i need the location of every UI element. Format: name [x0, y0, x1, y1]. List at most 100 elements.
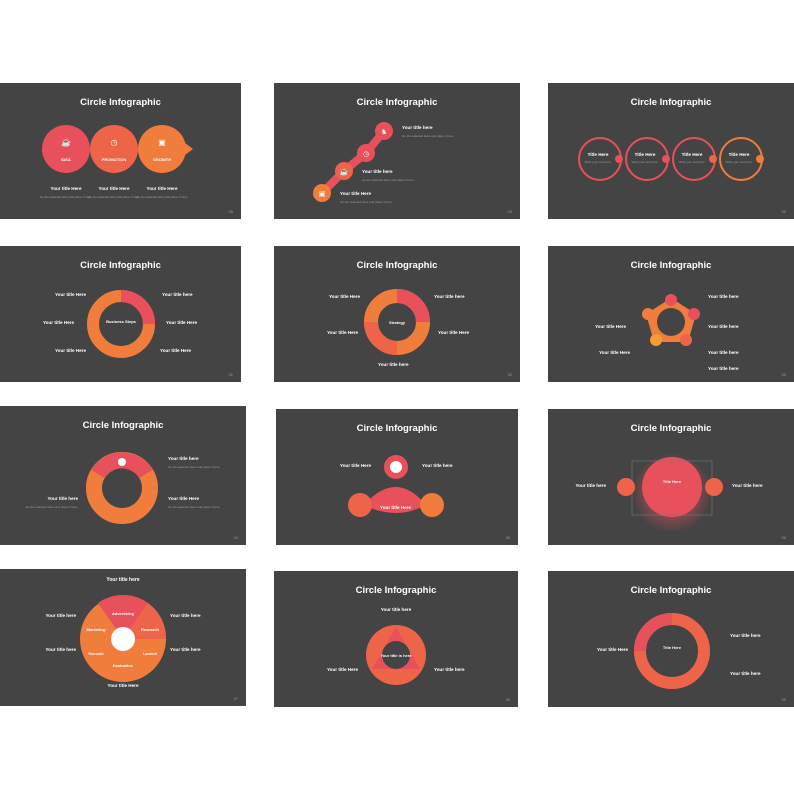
- svg-text:Your title Here: Your title Here: [107, 683, 139, 688]
- svg-text:Your title Here: Your title Here: [599, 350, 631, 355]
- svg-text:Write your text here.: Write your text here.: [632, 160, 659, 164]
- svg-text:Your title Here: Your title Here: [168, 496, 200, 501]
- svg-text:Go the selected Here and place: Go the selected Here and place it here.: [168, 465, 220, 469]
- slide-1[interactable]: Circle Infographic ☕ ◷ ▣ IDEA PROMOTION …: [0, 83, 241, 219]
- svg-text:Your title here: Your title here: [45, 613, 76, 618]
- page-number: 31: [228, 372, 233, 377]
- item-title: Your title Here: [50, 186, 82, 191]
- item-body: Go the selected Here and place it here.: [88, 195, 140, 199]
- coffee-icon: ☕: [61, 137, 71, 147]
- svg-text:Advertising: Advertising: [112, 611, 135, 616]
- svg-text:Evaluation: Evaluation: [113, 663, 134, 668]
- slide-8-graphic: Your title Here Your title here Your tit…: [340, 455, 453, 517]
- svg-text:Your title here: Your title here: [45, 647, 76, 652]
- svg-text:Research: Research: [141, 627, 160, 632]
- slide-title: Circle Infographic: [630, 260, 712, 271]
- page-number: 34: [233, 535, 238, 540]
- svg-text:Write your text here.: Write your text here.: [726, 160, 753, 164]
- svg-text:Your title here: Your title here: [168, 456, 199, 461]
- slide-7[interactable]: Circle Infographic Your title here Your …: [0, 406, 246, 545]
- coffee-icon: ☕: [340, 167, 349, 176]
- page-number: 39: [781, 697, 786, 702]
- slide-7-graphic: Your title here Your title Here Your tit…: [26, 452, 220, 524]
- svg-text:Your title Here: Your title Here: [55, 348, 87, 353]
- item-title: Your title Here: [340, 191, 372, 196]
- svg-text:Title Here: Title Here: [663, 479, 682, 484]
- page-number: 38: [505, 697, 510, 702]
- slide-title: Circle Infographic: [355, 585, 437, 596]
- page-number: 29: [507, 209, 512, 214]
- slide-5[interactable]: Circle Infographic Strategy Your title H…: [274, 246, 520, 382]
- slide-4-graphic: Business Steps Your title Here Your titl…: [43, 290, 198, 358]
- slide-title: Circle Infographic: [630, 585, 712, 596]
- slide-6[interactable]: Circle Infographic Your title here Your …: [548, 246, 794, 382]
- slide-1-graphic: ☕ ◷ ▣ IDEA PROMOTION GROWTH Your title H…: [40, 125, 193, 199]
- svg-text:Your title here: Your title here: [708, 324, 739, 329]
- item-title: Your title here: [362, 169, 393, 174]
- slide-2-graphic: ▣ ☕ ◷ ♞ Your title here Go the selected …: [313, 122, 454, 204]
- svg-text:Your title here: Your title here: [162, 292, 193, 297]
- idea-circle: [42, 125, 90, 173]
- slide-10[interactable]: Your title here Advertising Research Lau…: [0, 569, 246, 706]
- slide-9-graphic: Title Here Your title here Your title he…: [575, 453, 763, 533]
- slide-12-graphic: Title Here Your title Here Your title he…: [597, 613, 761, 689]
- label-growth: GROWTH: [153, 157, 171, 162]
- svg-text:Your title here: Your title here: [47, 496, 78, 501]
- item-title: Title Here: [635, 152, 656, 157]
- svg-text:Your title Here: Your title Here: [43, 320, 75, 325]
- svg-text:Your title here: Your title here: [381, 607, 412, 612]
- svg-text:Your title Here: Your title Here: [597, 647, 629, 652]
- svg-text:Your title here: Your title here: [434, 667, 465, 672]
- slide-12[interactable]: Circle Infographic Title Here Your title…: [548, 571, 794, 707]
- svg-text:Your title here: Your title here: [708, 366, 739, 371]
- slide-3[interactable]: Circle Infographic Title Here Title Here…: [548, 83, 794, 219]
- page-number: 33: [781, 372, 786, 377]
- svg-text:Your title Here: Your title Here: [327, 330, 359, 335]
- item-title: Your title Here: [146, 186, 178, 191]
- svg-text:Your title here: Your title here: [434, 294, 465, 299]
- center-label: Business Steps: [106, 319, 137, 324]
- svg-text:Go the selected Here and place: Go the selected Here and place it here.: [168, 505, 220, 509]
- slide-2[interactable]: Circle Infographic ▣ ☕ ◷ ♞ Your title he…: [274, 83, 520, 219]
- page-number: 35: [505, 535, 510, 540]
- slide-title: Circle Infographic: [356, 97, 438, 108]
- item-body: Go the selected Here and place it here.: [136, 195, 188, 199]
- slide-9[interactable]: Circle Infographic Title Here Your title…: [548, 409, 794, 545]
- item-body: Go the selected Here and place it here.: [402, 134, 454, 138]
- slide-10-graphic: Advertising Research Launch Evaluation E…: [45, 594, 201, 688]
- slide-title: Circle Infographic: [82, 420, 164, 431]
- slide-11[interactable]: Circle Infographic Your title is here Yo…: [274, 571, 518, 707]
- slide-title: Circle Infographic: [80, 260, 161, 271]
- svg-text:Title Here: Title Here: [663, 645, 682, 650]
- svg-text:Your title here: Your title here: [732, 483, 763, 488]
- slide-title: Circle Infographic: [630, 97, 712, 108]
- svg-text:Your title here: Your title here: [730, 633, 761, 638]
- slide-title: Circle Infographic: [80, 97, 161, 108]
- svg-text:Your title here: Your title here: [170, 647, 201, 652]
- briefcase-icon: ▣: [158, 138, 166, 147]
- slide-title: Your title here: [106, 577, 140, 583]
- slide-title: Circle Infographic: [356, 260, 438, 271]
- svg-text:Your title here: Your title here: [708, 294, 739, 299]
- slide-11-graphic: Your title is here Your title here Your …: [327, 607, 465, 685]
- svg-text:Your title here: Your title here: [170, 613, 201, 618]
- svg-text:Your title Here: Your title Here: [329, 294, 361, 299]
- page-number: 28: [228, 209, 233, 214]
- promotion-circle: [90, 125, 138, 173]
- slide-6-graphic: Your title here Your title here Your tit…: [595, 294, 739, 371]
- slide-8[interactable]: Circle Infographic Your title Here Your …: [276, 409, 518, 545]
- slide-3-graphic: Title Here Title Here Title Here Title H…: [578, 137, 764, 181]
- page-number: 30: [781, 209, 786, 214]
- item-title: Your title Here: [98, 186, 130, 191]
- slide-4[interactable]: Circle Infographic Business Steps Your t…: [0, 246, 241, 382]
- svg-text:Write your text here.: Write your text here.: [585, 160, 612, 164]
- svg-text:Your title is here: Your title is here: [380, 653, 412, 658]
- briefcase-icon: ▣: [319, 191, 326, 198]
- arrow-tip: [185, 143, 193, 155]
- svg-text:Launch: Launch: [143, 651, 158, 656]
- item-title: Title Here: [588, 152, 609, 157]
- page-number: 36: [781, 535, 786, 540]
- page-number: 32: [507, 372, 512, 377]
- svg-text:Write your text here.: Write your text here.: [679, 160, 706, 164]
- item-body: Go the selected Here and place it here.: [340, 200, 392, 204]
